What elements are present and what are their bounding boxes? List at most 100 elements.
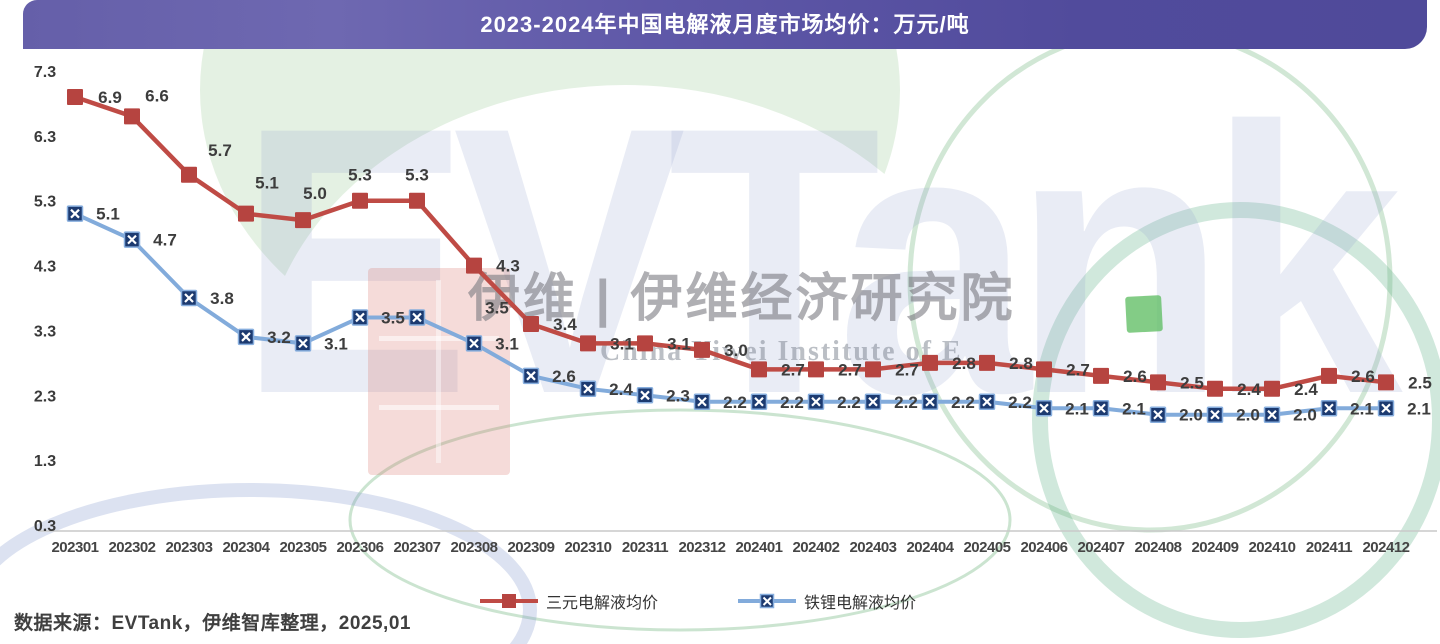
x-axis-tick-label: 202402 (792, 539, 839, 556)
y-axis-tick-label: 6.3 (34, 129, 56, 146)
data-point-marker (751, 361, 767, 378)
data-point-marker (922, 354, 938, 371)
data-point-marker (979, 354, 995, 371)
data-point-marker (352, 192, 368, 209)
data-point-marker (1150, 374, 1166, 391)
data-point-marker (694, 341, 710, 358)
legend-swatch-lfp (738, 593, 796, 609)
series-line-ternary (74, 94, 1387, 392)
x-axis-tick-label: 202303 (165, 539, 212, 556)
data-value-label: 2.7 (895, 360, 919, 379)
legend-item-ternary: 三元电解液均价 (480, 592, 659, 612)
data-point-marker (523, 315, 539, 332)
data-point-marker (580, 335, 596, 352)
x-axis-tick-label: 202304 (222, 539, 270, 556)
x-axis-tick-label: 202405 (963, 539, 1010, 556)
data-value-label: 2.1 (1407, 399, 1431, 418)
x-axis-tick-label: 202406 (1020, 539, 1067, 556)
data-value-label: 3.5 (381, 308, 405, 327)
data-value-label: 2.2 (723, 393, 747, 412)
data-value-label: 2.1 (1122, 399, 1146, 418)
data-point-marker (295, 212, 311, 229)
data-value-label: 2.5 (1180, 373, 1204, 392)
y-axis-tick-label: 1.3 (34, 453, 56, 470)
data-point-marker (1093, 367, 1109, 384)
data-value-label: 5.1 (96, 205, 120, 224)
data-value-label: 2.0 (1236, 406, 1260, 425)
data-value-label: 2.6 (1351, 367, 1375, 386)
data-value-label: 2.1 (1065, 399, 1089, 418)
data-value-label: 6.6 (145, 86, 169, 105)
y-axis-tick-label: 5.3 (34, 194, 56, 211)
x-axis-tick-label: 202408 (1134, 539, 1181, 556)
x-axis-tick-label: 202307 (393, 539, 440, 556)
x-axis-tick-label: 202401 (735, 539, 782, 556)
y-axis-tick-label: 7.3 (34, 64, 56, 81)
data-point-marker (865, 361, 881, 378)
data-point-marker (181, 166, 197, 183)
x-axis-tick-label: 202312 (678, 539, 725, 556)
x-axis-tick-label: 202301 (51, 539, 98, 556)
data-value-label: 2.4 (1237, 380, 1261, 399)
x-axis-tick-label: 202411 (1306, 539, 1352, 556)
data-value-label: 3.1 (324, 334, 348, 353)
data-point-marker (1207, 380, 1223, 397)
data-value-label: 2.2 (837, 393, 861, 412)
x-axis-tick-label: 202308 (450, 539, 497, 556)
data-point-marker (124, 108, 140, 125)
data-value-label: 2.2 (894, 393, 918, 412)
data-value-label: 2.6 (1123, 367, 1147, 386)
data-point-marker (1264, 380, 1280, 397)
data-value-label: 3.1 (610, 334, 634, 353)
chart-title: 2023-2024年中国电解液月度市场均价：万元/吨 (480, 12, 970, 37)
data-point-marker (238, 205, 254, 222)
data-value-label: 2.2 (1008, 393, 1032, 412)
x-axis-tick-label: 202412 (1362, 539, 1409, 556)
x-axis-tick-label: 202309 (507, 539, 554, 556)
x-axis-tick-label: 202311 (622, 539, 668, 556)
data-value-label: 3.2 (267, 328, 291, 347)
data-value-label: 2.7 (781, 360, 805, 379)
x-axis-tick-label: 202403 (849, 539, 896, 556)
data-value-label: 2.4 (1294, 380, 1318, 399)
data-value-label: 2.7 (838, 360, 862, 379)
data-value-label: 2.7 (1066, 360, 1090, 379)
data-value-label: 4.3 (496, 257, 520, 276)
data-value-label: 6.9 (98, 88, 122, 107)
legend-label-lfp: 铁锂电解液均价 (804, 595, 917, 612)
data-value-label: 2.4 (609, 380, 633, 399)
data-point-marker (1036, 361, 1052, 378)
legend-label-ternary: 三元电解液均价 (546, 595, 659, 612)
data-point-marker (409, 192, 425, 209)
data-value-label: 2.2 (951, 393, 975, 412)
series-line-lfp (74, 211, 1386, 417)
data-value-label: 2.8 (952, 354, 976, 373)
data-source-note: 数据来源：EVTank，伊维智库整理，2025,01 (14, 613, 411, 634)
y-axis-tick-label: 0.3 (34, 518, 56, 535)
data-point-marker (808, 361, 824, 378)
y-axis-tick-label: 3.3 (34, 323, 56, 340)
y-axis-tick-label: 4.3 (34, 259, 56, 276)
data-value-label: 3.1 (667, 334, 691, 353)
y-axis-tick-label: 2.3 (34, 388, 56, 405)
data-value-label: 5.0 (303, 184, 327, 203)
title-banner: 2023-2024年中国电解液月度市场均价：万元/吨 (23, 0, 1427, 49)
data-value-label: 2.2 (780, 393, 804, 412)
x-axis-tick-label: 202302 (108, 539, 155, 556)
legend-swatch-ternary (480, 594, 538, 608)
x-axis-tick-label: 202310 (564, 539, 611, 556)
data-value-label: 3.8 (210, 289, 234, 308)
x-axis-tick-label: 202407 (1077, 539, 1124, 556)
data-value-label: 3.4 (553, 315, 577, 334)
data-value-label: 2.3 (666, 386, 690, 405)
x-axis-tick-label: 202410 (1248, 539, 1295, 556)
data-value-label: 2.6 (552, 367, 576, 386)
data-value-label: 2.0 (1293, 406, 1317, 425)
data-point-marker (637, 335, 653, 352)
x-axis-tick-label: 202404 (906, 539, 954, 556)
data-value-label: 3.0 (724, 341, 748, 360)
data-value-label: 3.1 (495, 334, 519, 353)
legend-item-lfp: 铁锂电解液均价 (738, 592, 917, 612)
